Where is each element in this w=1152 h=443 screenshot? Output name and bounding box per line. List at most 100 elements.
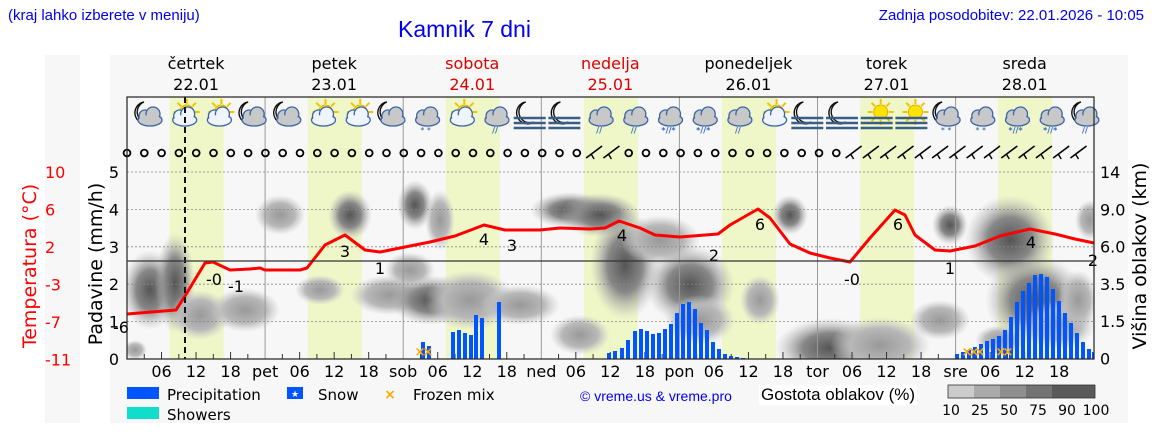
time-tick: 06 bbox=[566, 362, 586, 381]
svg-text:* *: * * bbox=[976, 126, 987, 135]
precipitation-bars bbox=[421, 274, 1094, 359]
day-date: 27.01 bbox=[864, 75, 910, 94]
snow-swatch bbox=[287, 387, 303, 399]
calm-wind-icon bbox=[693, 148, 703, 158]
cloud-density-ticks: 10 25 50 75 90 100 bbox=[942, 403, 1109, 419]
wind-barb-icon bbox=[931, 145, 949, 160]
legend-frozen-mix: Frozen mix bbox=[413, 386, 495, 404]
svg-text:×: × bbox=[423, 345, 434, 360]
time-axis: 06 12 18 pet 06 12 18 sob 06 12 18 ned 06 12 18 pon 06 12… bbox=[151, 362, 1069, 381]
calm-wind-icon bbox=[485, 148, 495, 158]
temperature-axis: 10 6 2 -3 -7 -11 bbox=[45, 163, 71, 370]
calm-wind-icon bbox=[797, 148, 806, 158]
calm-wind-icon bbox=[676, 148, 685, 158]
time-tick: 06 bbox=[428, 362, 448, 381]
time-tick: 12 bbox=[324, 362, 344, 381]
density-tick: 90 bbox=[1058, 403, 1076, 419]
temperature-tick: 6 bbox=[45, 201, 55, 220]
calm-wind-icon bbox=[555, 148, 564, 158]
calm-wind-icon bbox=[174, 148, 184, 158]
day-name: petek bbox=[311, 54, 357, 73]
day-name: sobota bbox=[445, 54, 499, 73]
calm-wind-icon bbox=[312, 148, 322, 158]
temperature-value-label: 4 bbox=[617, 226, 627, 245]
rain-cloud-icon: // bbox=[588, 106, 614, 135]
time-tick: 12 bbox=[186, 362, 206, 381]
sun-cloud-icon bbox=[310, 99, 339, 127]
wind-barb-icon bbox=[914, 145, 932, 160]
temperature-tick: 10 bbox=[45, 163, 65, 182]
temperature-value-label: -6 bbox=[113, 318, 129, 337]
time-tick: 18 bbox=[635, 362, 655, 381]
time-tick: 06 bbox=[289, 362, 309, 381]
density-tick: 50 bbox=[1000, 403, 1018, 419]
calm-wind-icon bbox=[710, 148, 720, 158]
calm-wind-icon bbox=[814, 148, 824, 158]
calm-wind-icon bbox=[226, 148, 236, 158]
fog-moon-icon bbox=[791, 101, 824, 130]
time-tick: 12 bbox=[600, 362, 620, 381]
snow-cloud-icon: * * bbox=[414, 106, 441, 135]
density-tick: 25 bbox=[971, 403, 989, 419]
precipitation-swatch bbox=[127, 387, 159, 399]
snow-cloud-icon: * * bbox=[970, 106, 996, 135]
rain-cloud-icon: // bbox=[727, 106, 753, 135]
svg-text:×: × bbox=[996, 345, 1007, 360]
density-tick: 100 bbox=[1083, 403, 1110, 419]
calm-wind-icon bbox=[140, 148, 149, 158]
time-tick: 18 bbox=[220, 362, 240, 381]
time-tick: 06 bbox=[980, 362, 1000, 381]
precip-tick: 3 bbox=[109, 238, 119, 257]
day-name: četrtek bbox=[168, 54, 226, 73]
credit-link[interactable]: © vreme.us & vreme.pro bbox=[580, 388, 732, 404]
time-tick: 18 bbox=[358, 362, 378, 381]
time-tick: sre bbox=[943, 362, 967, 381]
temperature-tick: -3 bbox=[45, 276, 61, 295]
temperature-value-label: -0 bbox=[206, 270, 222, 289]
moon-cloud-icon bbox=[377, 101, 406, 127]
time-tick: 18 bbox=[1049, 362, 1069, 381]
calm-wind-icon bbox=[261, 148, 270, 158]
day-name: nedelja bbox=[581, 54, 640, 73]
svg-text://: // bbox=[1082, 126, 1088, 135]
time-tick: pon bbox=[664, 362, 694, 381]
time-tick: 18 bbox=[911, 362, 931, 381]
moon-cloud-icon bbox=[238, 101, 267, 127]
precip-tick: 0 bbox=[109, 350, 119, 369]
time-tick: 18 bbox=[773, 362, 793, 381]
fog-moon-icon bbox=[826, 101, 858, 130]
temperature-value-label: -0 bbox=[844, 270, 860, 289]
density-tick: 10 bbox=[942, 403, 960, 419]
moon-cloud-icon bbox=[273, 101, 302, 127]
density-tick: 75 bbox=[1029, 403, 1047, 419]
moon-rain-icon: // bbox=[1071, 101, 1100, 135]
svg-text:×: × bbox=[969, 345, 980, 360]
time-tick: 12 bbox=[738, 362, 758, 381]
svg-text:* *: * * bbox=[420, 126, 431, 135]
sun-cloud-icon bbox=[449, 99, 478, 127]
fog-sun-icon bbox=[860, 99, 894, 130]
calm-wind-icon bbox=[347, 148, 357, 158]
temperature-value-label: 3 bbox=[507, 236, 517, 255]
frozen-mix-markers: ×× ××× ×× bbox=[415, 345, 1014, 360]
temperature-tick: -7 bbox=[45, 313, 61, 332]
time-tick: 18 bbox=[497, 362, 517, 381]
wind-barb-icon bbox=[845, 145, 863, 160]
cloud-height-tick: 3.5 bbox=[1100, 275, 1125, 294]
day-date: 24.01 bbox=[449, 75, 495, 94]
calm-wind-icon bbox=[503, 148, 512, 158]
cloud-height-tick: 9.0 bbox=[1100, 200, 1125, 219]
day-labels: četrtek 22.01 petek 23.01 sobota 24.01 nedelja… bbox=[168, 54, 1048, 94]
calm-wind-icon bbox=[572, 148, 582, 158]
fog-moon-icon bbox=[513, 101, 546, 130]
day-date: 25.01 bbox=[587, 75, 633, 94]
day-date: 28.01 bbox=[1002, 75, 1048, 94]
region-hint-link[interactable]: (kraj lahko izberete v meniju) bbox=[8, 7, 200, 24]
calm-wind-icon bbox=[157, 148, 166, 158]
time-tick: 12 bbox=[462, 362, 482, 381]
cloud-density-scale bbox=[947, 384, 1096, 399]
cloud-height-tick: 1.5 bbox=[1100, 312, 1125, 331]
wind-barb-icon bbox=[585, 145, 603, 160]
precip-axis-title: Padavine (mm/h) bbox=[85, 183, 107, 346]
